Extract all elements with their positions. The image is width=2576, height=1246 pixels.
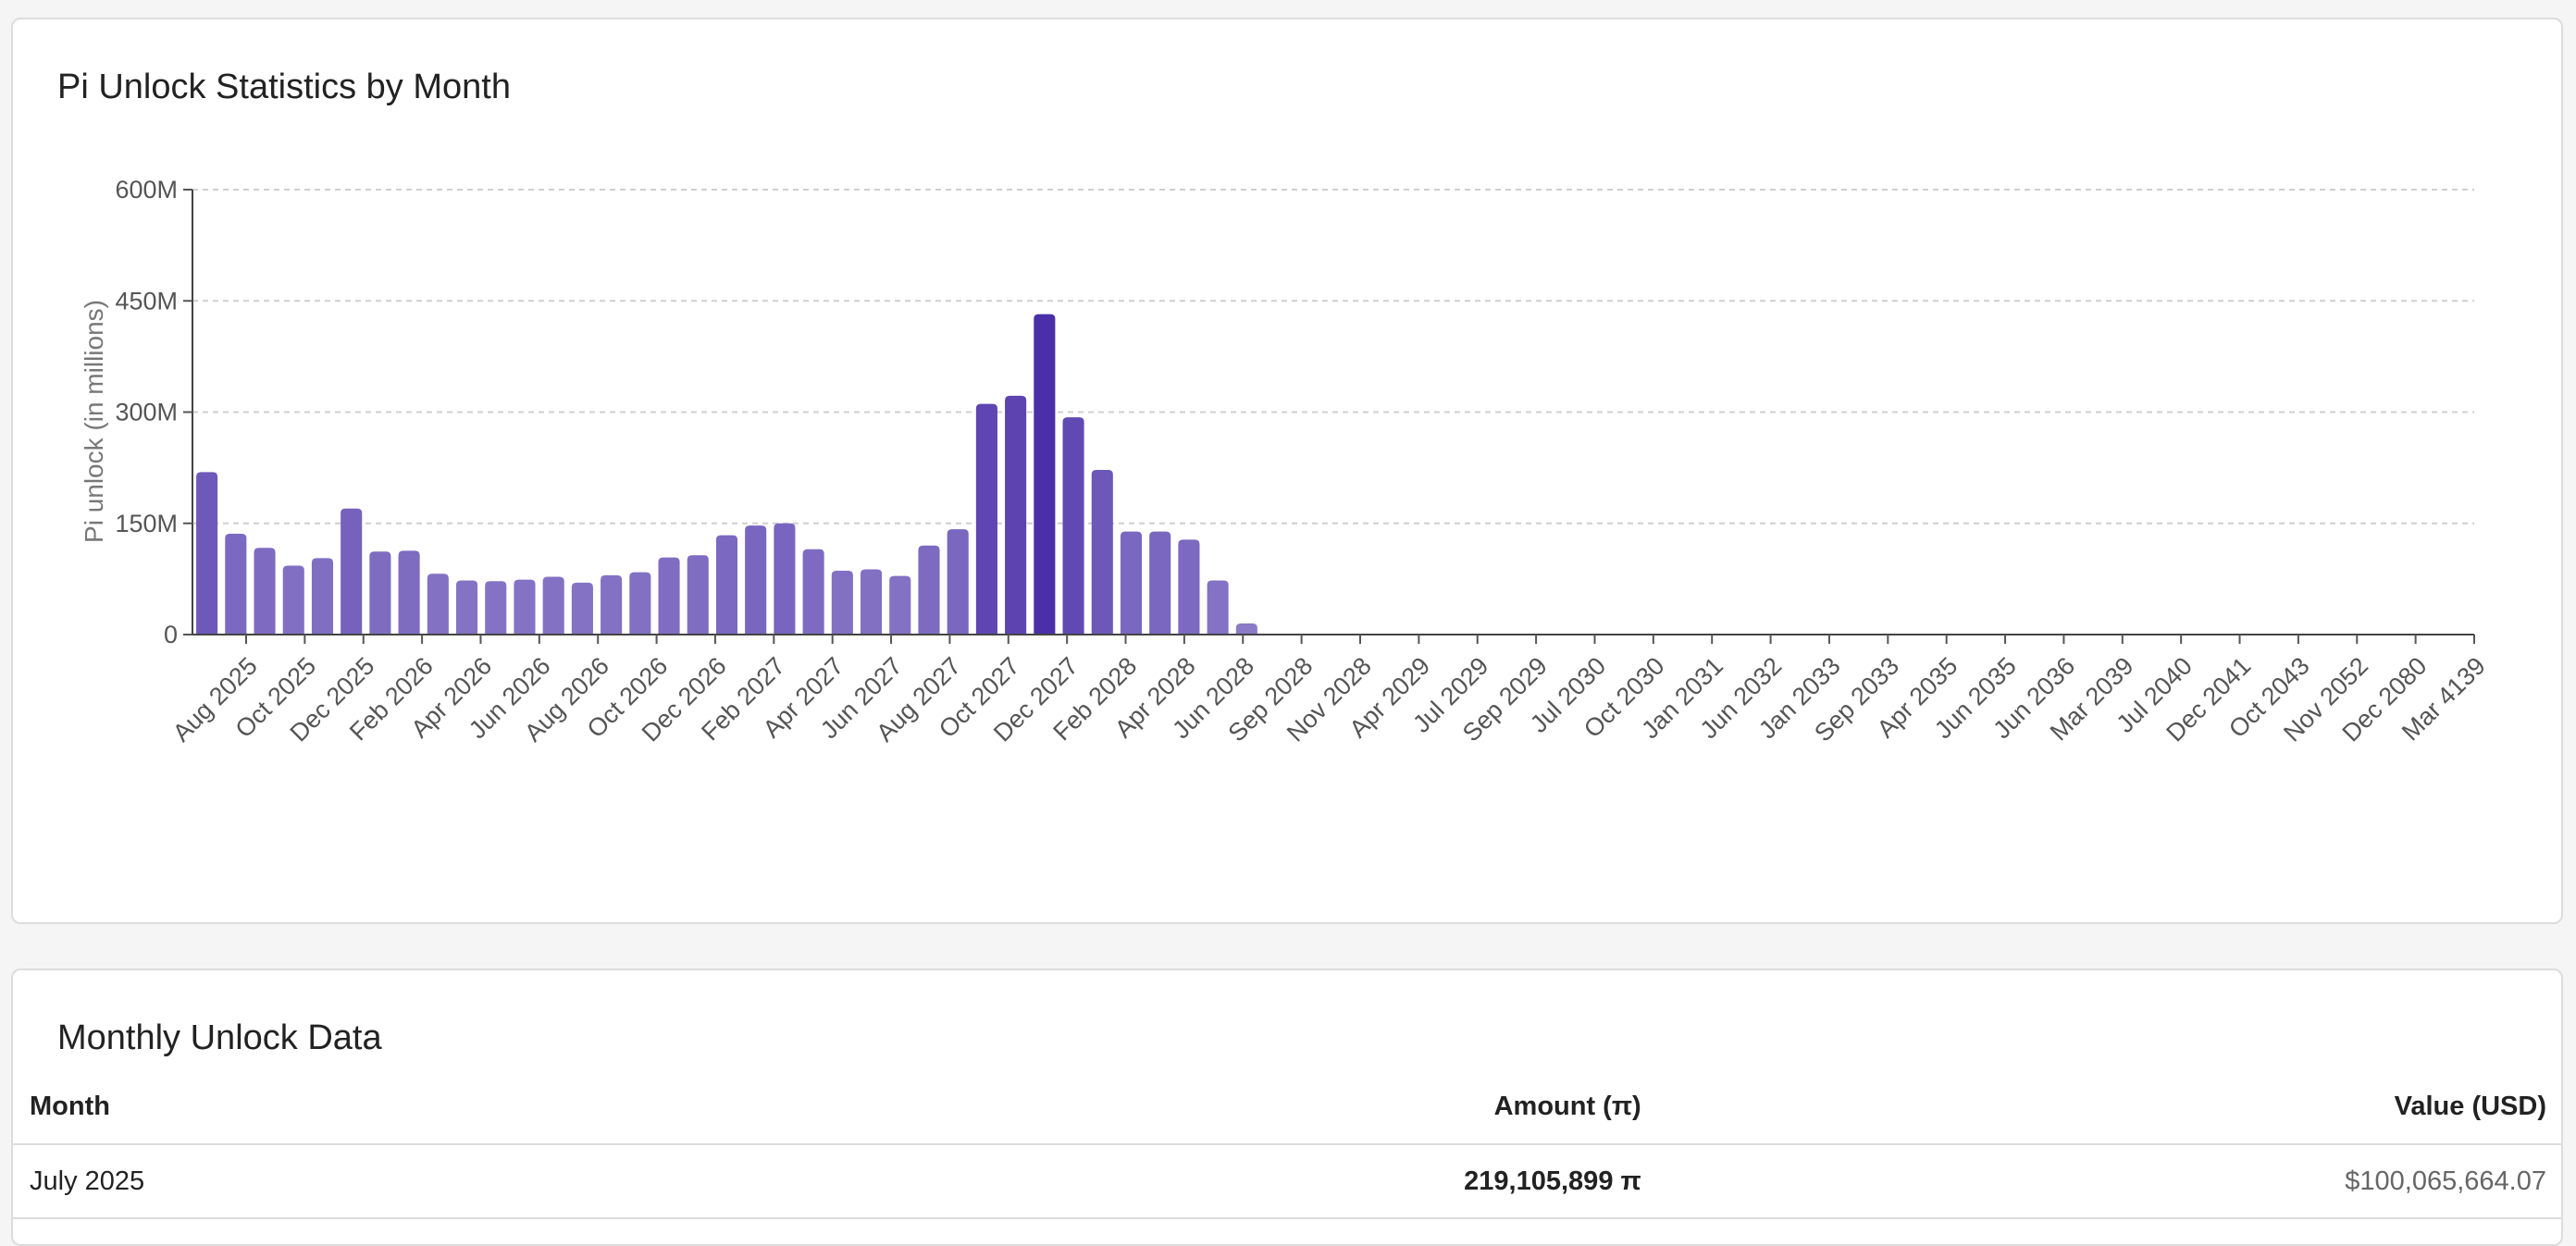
bar[interactable] [398,550,420,635]
bar[interactable] [1091,470,1113,635]
cell-amount: 219,105,899 π [846,1144,1656,1219]
y-tick-label: 450M [115,287,178,315]
bar[interactable] [745,525,767,635]
bar[interactable] [918,545,940,635]
column-header-value[interactable]: Value (USD) [1655,1070,2561,1145]
bar[interactable] [225,533,247,635]
bar[interactable] [485,581,507,635]
bar[interactable] [455,580,478,635]
cell-value: $100,065,664.07 [1655,1144,2561,1219]
bar[interactable] [542,576,564,635]
bar[interactable] [427,574,449,635]
bar[interactable] [1178,539,1200,635]
column-header-month[interactable]: Month [13,1070,846,1145]
bar[interactable] [947,529,969,635]
bar[interactable] [802,549,824,635]
bar[interactable] [571,582,593,635]
column-header-amount[interactable]: Amount (π) [846,1070,1656,1145]
unlock-table: Month Amount (π) Value (USD) July 2025 2… [13,1070,2561,1219]
bar[interactable] [687,555,709,635]
bar[interactable] [1235,623,1257,635]
bar[interactable] [774,523,796,635]
bar[interactable] [889,575,911,635]
bar[interactable] [1120,531,1143,635]
bar[interactable] [1207,580,1229,635]
table-title: Monthly Unlock Data [57,1018,382,1057]
bar[interactable] [1034,314,1056,635]
bar[interactable] [282,565,304,635]
bar[interactable] [254,548,276,635]
bar[interactable] [715,535,738,635]
bars [196,314,1257,635]
chart-card: Pi Unlock Statistics by Month 0 150M 300M 4… [11,18,2563,924]
y-tick-labels: 0 150M 300M 450M 600M [115,176,192,648]
y-tick-label: 300M [115,399,178,426]
bar[interactable] [1062,417,1084,635]
table-row: July 2025 219,105,899 π $100,065,664.07 [13,1144,2561,1219]
bar[interactable] [311,558,334,635]
bar[interactable] [341,508,363,635]
bar[interactable] [629,572,651,635]
grid-lines [192,189,2474,524]
table-header-row: Month Amount (π) Value (USD) [13,1070,2561,1145]
bar[interactable] [831,571,853,635]
bar[interactable] [601,574,623,635]
bar[interactable] [861,569,883,635]
y-tick-label: 600M [115,176,178,204]
cell-month: July 2025 [13,1144,846,1219]
table-card: Monthly Unlock Data Month Amount (π) Val… [11,968,2563,1246]
y-tick-label: 150M [115,510,178,537]
bar[interactable] [514,579,536,635]
bar[interactable] [1149,531,1171,635]
bar[interactable] [975,403,997,635]
y-tick-label: 0 [164,621,178,648]
chart-title: Pi Unlock Statistics by Month [57,68,511,106]
bar[interactable] [369,551,391,635]
bar[interactable] [196,472,218,635]
y-axis-title: Pi unlock (in millions) [80,300,108,543]
bar[interactable] [1005,395,1027,635]
bar[interactable] [658,557,680,635]
